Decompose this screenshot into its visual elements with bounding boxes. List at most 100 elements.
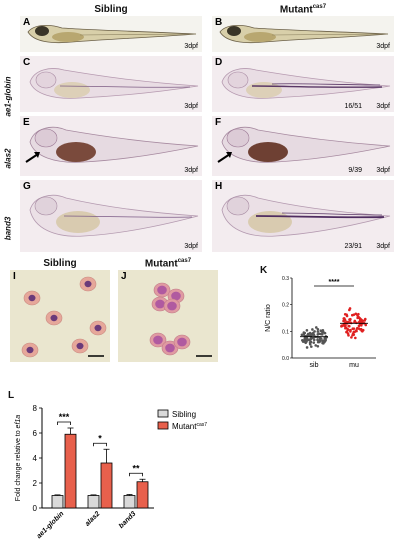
cell-nucleus (153, 335, 163, 345)
panel-j: J (118, 270, 218, 362)
scatter-point (305, 329, 309, 332)
scatter-point (343, 319, 347, 322)
panel-i: I (10, 270, 110, 362)
panel-a: A 3dpf (20, 16, 202, 52)
scatter-point (302, 331, 306, 334)
legend-swatch (157, 409, 169, 418)
row-label-band3: band3 (3, 216, 13, 241)
row-label-ae1-globin: ae1-globin (3, 76, 13, 117)
significance-bracket (57, 421, 71, 425)
scatter-point (323, 339, 327, 343)
scatter-point (308, 331, 312, 335)
significance-label: * (98, 433, 102, 443)
x-category-label: mu (349, 362, 359, 369)
cell-nucleus (171, 291, 181, 301)
panel-letter: F (215, 117, 222, 128)
panel-letter: H (215, 181, 223, 192)
panel-e: E 3dpf (20, 116, 202, 176)
sibling-header: Sibling (94, 4, 128, 15)
scatter-point (361, 319, 364, 323)
scatter-point (352, 333, 356, 336)
scatter-point (357, 327, 361, 330)
scatter-point (321, 329, 324, 333)
y-tick-label: 4 (33, 454, 38, 463)
legend-swatch (157, 421, 169, 430)
panel-b: B 3dpf (212, 16, 394, 52)
significance-label: ** (132, 463, 140, 473)
x-category-label: sib (310, 362, 319, 369)
scatter-point (363, 317, 367, 321)
cell-nucleus (76, 342, 84, 350)
panel-h: H 23/91 3dpf (212, 180, 394, 252)
cell-nucleus (165, 343, 175, 353)
panel-c: C 3dpf (20, 56, 202, 112)
y-axis-label: Fold change relative to ef1a (15, 415, 22, 501)
y-tick-label: 0.1 (282, 329, 289, 335)
panel-letter: E (23, 117, 30, 128)
stage-label: 3dpf (376, 243, 390, 250)
zebrafish-ish-image (25, 126, 199, 163)
bar (100, 462, 113, 509)
panel-letter: I (13, 271, 16, 282)
scatter-point (352, 330, 356, 334)
count-label: 9/39 (348, 167, 362, 174)
scatter-point (311, 328, 314, 331)
y-tick-label: 6 (33, 429, 38, 438)
mutant-header: Mutantcas7 (279, 4, 327, 16)
blood-smear-image (21, 276, 107, 358)
cell-nucleus (50, 314, 58, 322)
scatter-point (361, 329, 364, 333)
scatter-point (358, 320, 362, 324)
scatter-point (348, 318, 351, 321)
scatter-point (351, 327, 355, 331)
cell-nucleus (28, 294, 36, 302)
y-axis-label: N/C ratio (265, 304, 272, 332)
scatter-point (312, 341, 316, 344)
zebrafish-ish-image (29, 194, 199, 237)
scatter-point (315, 326, 318, 329)
scatter-point (347, 324, 350, 328)
bar (51, 495, 64, 509)
y-tick-label: 0 (33, 504, 38, 513)
scatter-point (310, 345, 313, 348)
panel-f: F 9/39 3dpf (212, 116, 394, 176)
y-tick-label: 2 (33, 479, 38, 488)
bar (136, 481, 149, 509)
cell-nucleus (177, 337, 187, 347)
scatter-point (357, 324, 361, 328)
scatter-point (360, 324, 363, 327)
panel-letter: C (23, 57, 31, 68)
panel-g: G 3dpf (20, 180, 202, 252)
scatter-point (345, 330, 348, 334)
nc-ratio-scatter-chart: 0.0 0.1 0.2 0.3 N/C ratio sib mu **** (265, 276, 376, 369)
cell-nucleus (167, 301, 177, 311)
y-tick-label: 0.2 (282, 303, 289, 309)
stage-label: 3dpf (184, 243, 198, 250)
x-category-label: band3 (118, 510, 138, 530)
scatter-point (308, 338, 311, 342)
significance-bracket (129, 472, 143, 477)
scatter-point (345, 313, 348, 316)
cell-nucleus (157, 285, 167, 295)
scatter-point (350, 336, 353, 339)
zebrafish-ish-image (29, 68, 199, 99)
blood-smear-image (149, 282, 212, 357)
scatter-point (347, 320, 350, 324)
panel-d: D 16/51 3dpf (212, 56, 394, 112)
scatter-point (347, 334, 350, 337)
scatter-point (358, 318, 362, 322)
bar (87, 495, 100, 509)
scatter-point (303, 340, 306, 343)
scatter-point (348, 308, 351, 312)
scatter-point (312, 338, 316, 342)
stage-label: 3dpf (376, 103, 390, 110)
stage-label: 3dpf (184, 103, 198, 110)
scatter-point (317, 339, 320, 343)
scatter-point (340, 324, 343, 328)
bar (123, 495, 136, 509)
cell-nucleus (84, 280, 92, 288)
panel-letter: J (121, 271, 127, 282)
panel-letter: G (23, 181, 31, 192)
scatter-point (316, 344, 320, 348)
stage-label: 3dpf (376, 43, 390, 50)
